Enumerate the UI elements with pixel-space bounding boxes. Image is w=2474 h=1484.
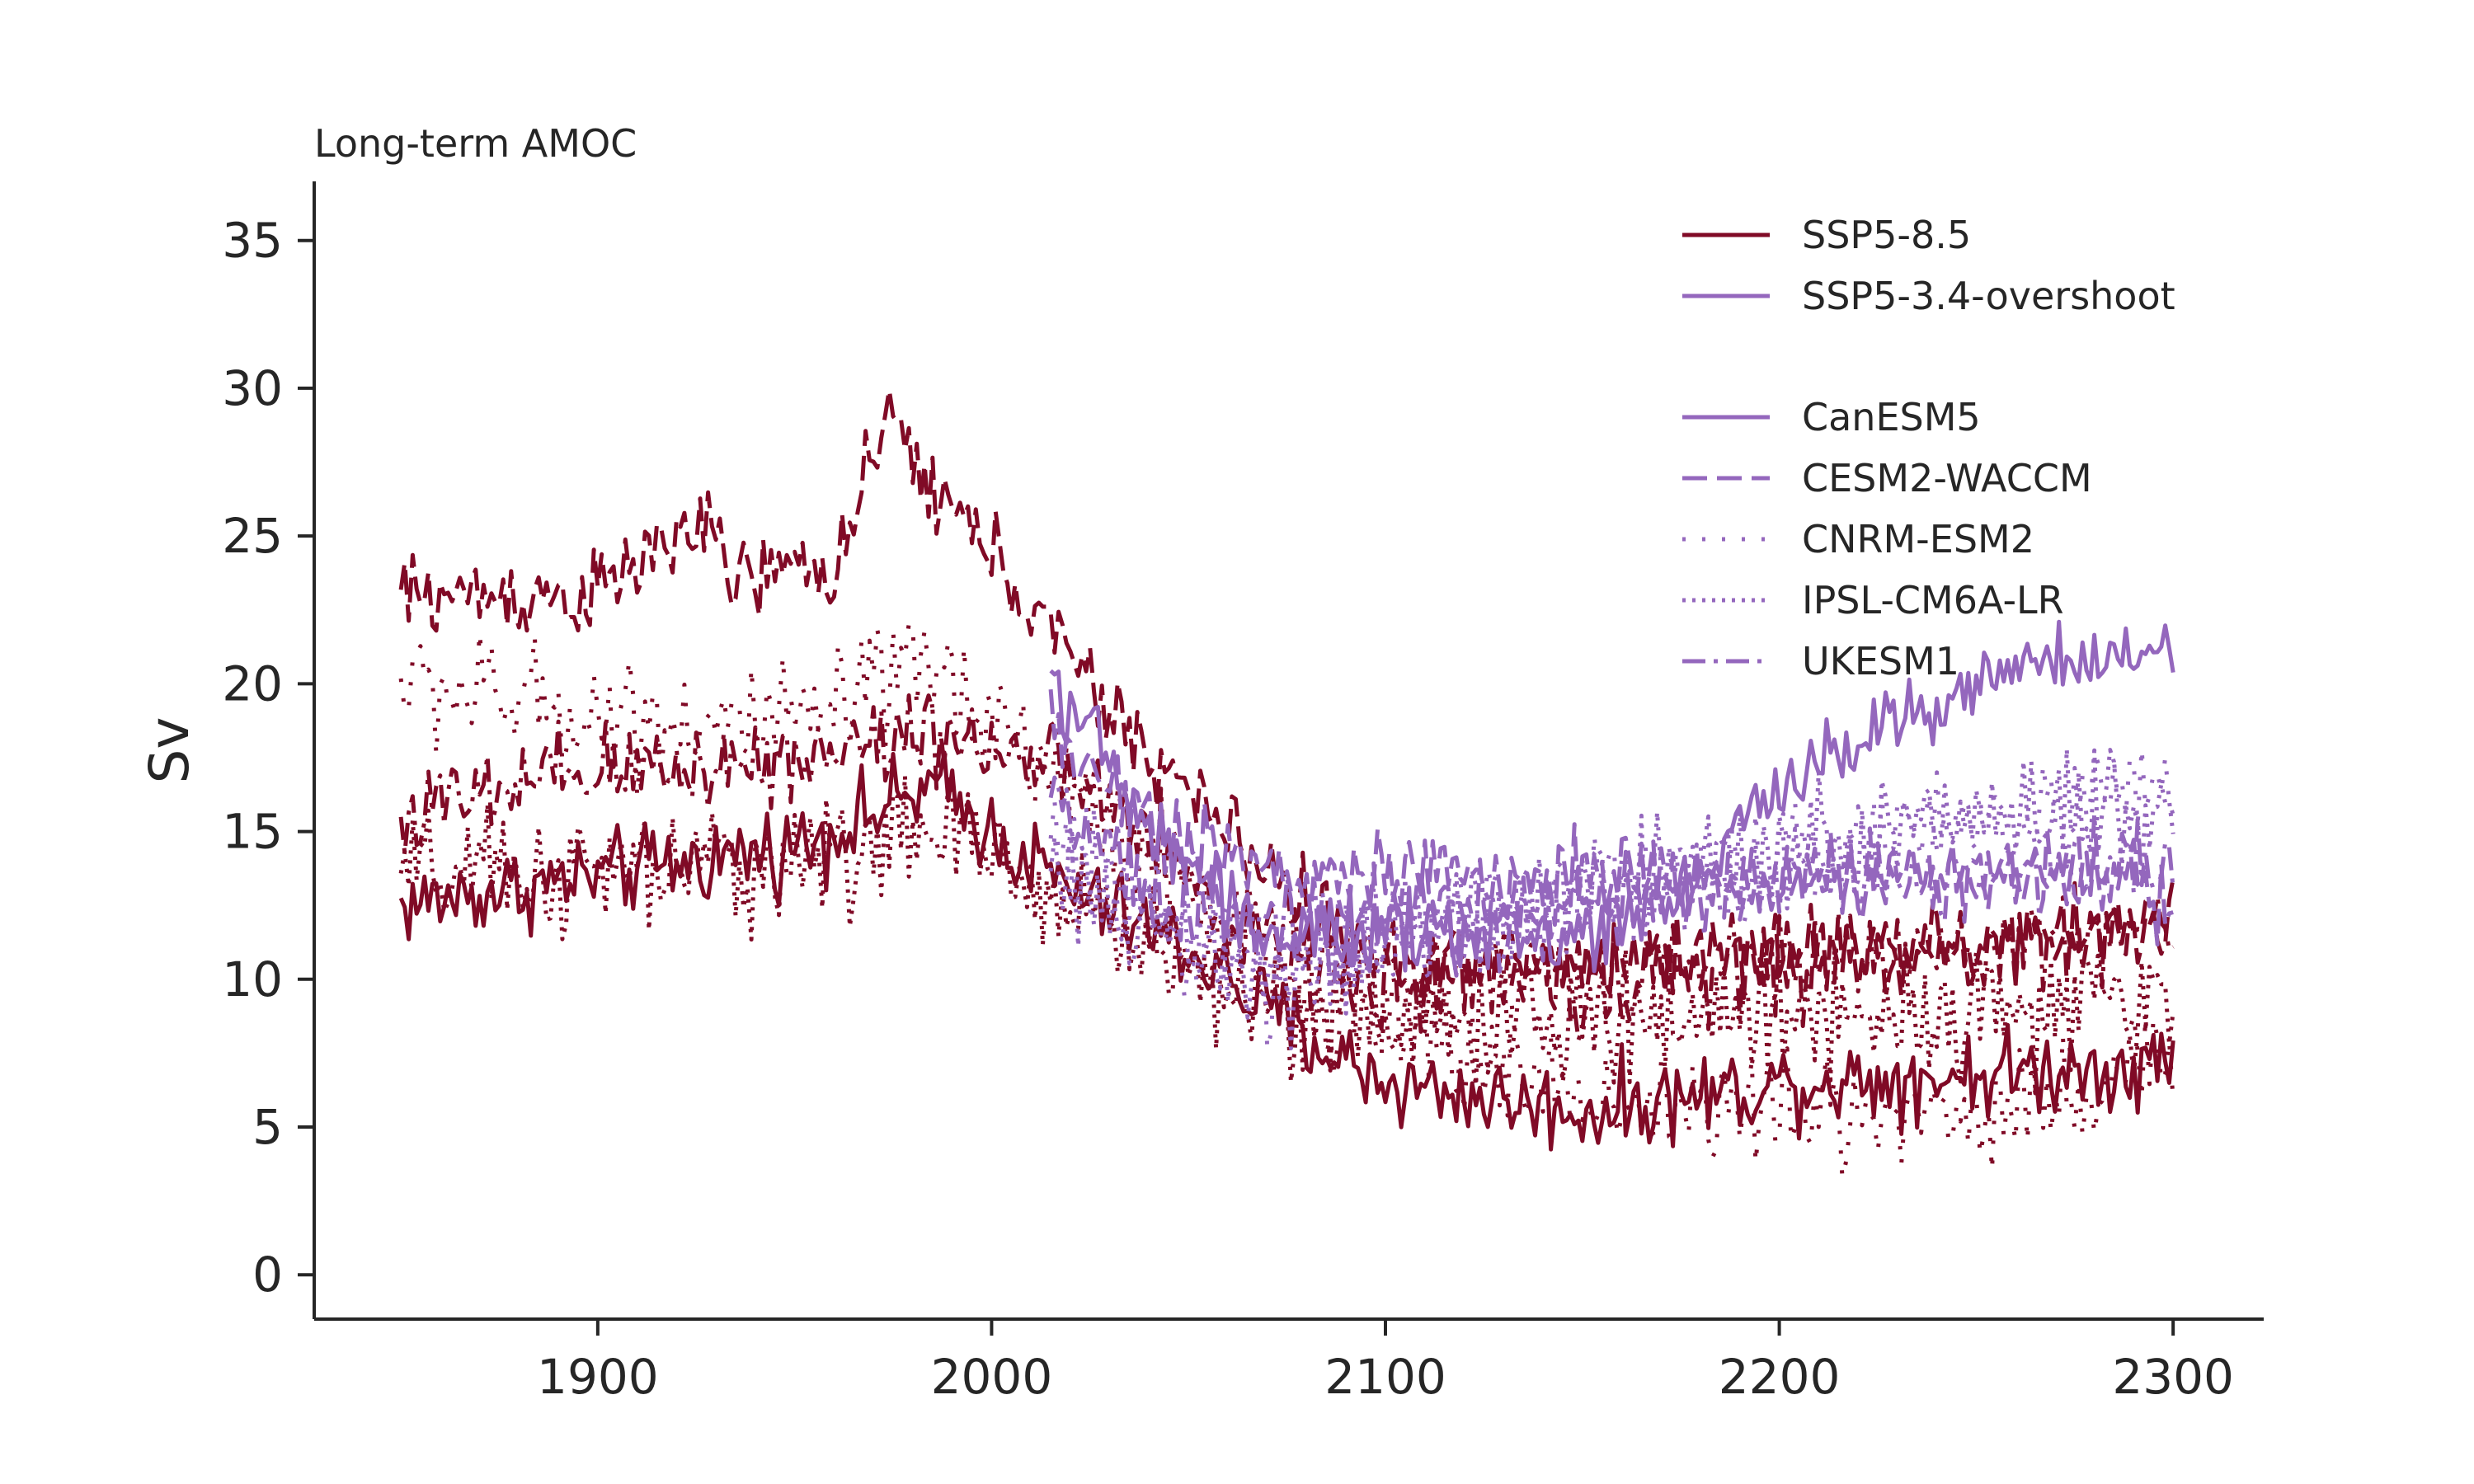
legend-label: SSP5-8.5 (1802, 213, 1971, 257)
series-line-ukesm1-ssp5-85 (398, 693, 2175, 1042)
x-tick-label: 2100 (1324, 1349, 1446, 1405)
series-line-ukesm1-ssp5-34-overshoot (1048, 775, 2175, 989)
series-lines (398, 387, 2175, 1180)
legend-label: CESM2-WACCM (1802, 456, 2092, 500)
legend: SSP5-8.5 SSP5-3.4-overshoot CanESM5 CESM2-W… (1682, 213, 2175, 683)
legend-label: IPSL-CM6A-LR (1802, 578, 2064, 622)
x-tick-label: 2000 (931, 1349, 1053, 1405)
y-tick-label: 10 (222, 951, 283, 1007)
chart-title: Long-term AMOC (314, 121, 637, 166)
x-tick-label: 2300 (2112, 1349, 2234, 1405)
y-tick-label: 15 (222, 804, 283, 860)
y-tick-label: 30 (222, 360, 283, 416)
x-tick-label: 2200 (1719, 1349, 1841, 1405)
series-line-canesm5-ssp5-85 (398, 750, 2175, 1152)
legend-label: SSP5-3.4-overshoot (1802, 274, 2175, 318)
series-line-cesm2-waccm-ssp5-34-overshoot (1048, 689, 2174, 946)
series-line-ipsl-cm6a-lr-ssp5-85 (398, 773, 2175, 1095)
x-tick-label: 1900 (537, 1349, 659, 1405)
y-tick-label: 5 (252, 1099, 283, 1155)
y-tick-label: 25 (222, 508, 283, 564)
y-tick-label: 0 (252, 1247, 283, 1303)
legend-label: UKESM1 (1802, 639, 1959, 683)
y-axis-title: Sv (138, 717, 201, 784)
y-tick-label: 20 (222, 655, 283, 711)
series-line-canesm5-ssp5-34-overshoot (1049, 619, 2175, 974)
axes: 0 5 10 15 20 25 30 35 1900 2000 2100 2200 2300 (222, 181, 2264, 1405)
y-tick-label: 35 (222, 213, 283, 269)
legend-label: CNRM-ESM2 (1802, 517, 2034, 561)
legend-label: CanESM5 (1802, 395, 1981, 439)
